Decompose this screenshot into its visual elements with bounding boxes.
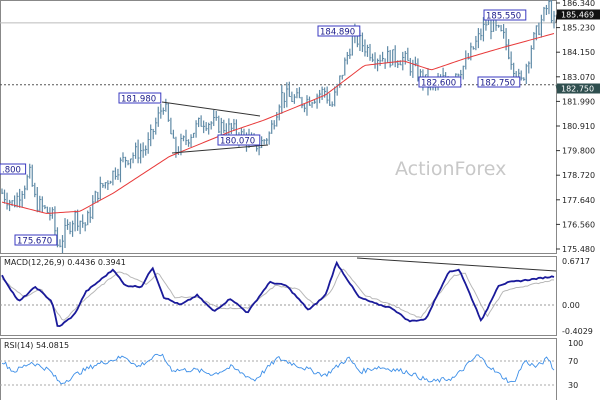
macd-tick-label: 0.6717 bbox=[562, 257, 590, 266]
current-price-marker-connector bbox=[555, 14, 558, 23]
rsi-title: RSI(14) 54.0815 bbox=[4, 341, 69, 350]
macd-trendline bbox=[356, 257, 557, 272]
macd-line bbox=[1, 260, 555, 328]
price-label: 180.070 bbox=[220, 137, 255, 147]
level-marker bbox=[557, 83, 600, 94]
current-price-marker-label: 185.469 bbox=[561, 11, 594, 20]
rsi-tick-label: 30 bbox=[568, 381, 578, 390]
macd-signal-line bbox=[1, 268, 555, 321]
price-pane bbox=[0, 0, 557, 254]
price-tick-label: 176.560 bbox=[562, 220, 595, 229]
rsi-line bbox=[1, 353, 555, 385]
price-tick-label: 178.720 bbox=[562, 171, 595, 180]
macd-pane bbox=[0, 256, 557, 336]
price-label: 175.670 bbox=[17, 237, 52, 247]
price-tick-label: 179.800 bbox=[562, 147, 595, 156]
rsi-tick-label: 100 bbox=[568, 339, 583, 348]
price-label-box bbox=[418, 76, 462, 88]
price-tick-label: 186.340 bbox=[562, 0, 595, 8]
macd-tick-label: 0.00 bbox=[562, 301, 580, 310]
price-label: 185.550 bbox=[486, 12, 521, 22]
watermark: ActionForex bbox=[395, 158, 506, 180]
price-label: 181.980 bbox=[121, 95, 156, 105]
rsi-tick-label: 70 bbox=[568, 357, 578, 366]
price-label-box bbox=[217, 134, 261, 146]
current-price-marker bbox=[557, 9, 600, 20]
level-marker-label: 182.750 bbox=[561, 85, 594, 94]
price-label-box bbox=[483, 9, 527, 21]
price-label-box bbox=[0, 163, 27, 175]
moving-average-line bbox=[1, 33, 555, 214]
price-label: 182.750 bbox=[480, 79, 515, 89]
price-tick-label: 175.480 bbox=[562, 245, 595, 254]
price-tick-label: 184.150 bbox=[562, 48, 595, 57]
macd-title: MACD(12,26,9) 0.4436 0.3941 bbox=[4, 258, 126, 267]
price-label-box bbox=[118, 92, 162, 104]
price-label: .800 bbox=[2, 166, 21, 176]
price-tick-label: 185.230 bbox=[562, 24, 595, 33]
triangle-upper-trendline bbox=[161, 101, 261, 117]
rsi-pane bbox=[0, 338, 557, 400]
price-label: 182.600 bbox=[421, 79, 456, 89]
price-label: 184.890 bbox=[320, 28, 355, 38]
price-label-box bbox=[317, 25, 361, 37]
price-label-box bbox=[477, 76, 521, 88]
price-tick-label: 181.990 bbox=[562, 97, 595, 106]
price-label-box bbox=[14, 234, 58, 246]
triangle-lower-trendline bbox=[171, 144, 269, 154]
price-tick-label: 177.640 bbox=[562, 196, 595, 205]
macd-tick-label: -0.4029 bbox=[562, 327, 593, 336]
price-tick-label: 180.910 bbox=[562, 122, 595, 131]
level-marker-connector bbox=[555, 84, 558, 89]
price-tick-label: 183.070 bbox=[562, 73, 595, 82]
